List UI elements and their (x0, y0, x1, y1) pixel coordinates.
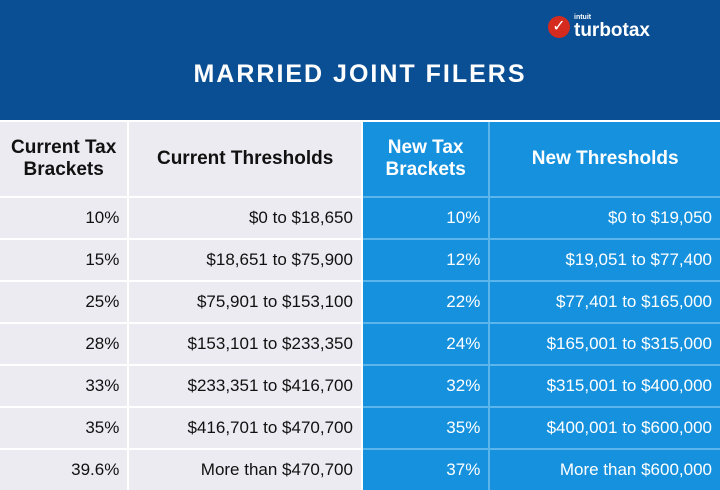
current-bracket: 33% (0, 365, 130, 408)
logo-turbotax: turbotax (574, 20, 650, 41)
logo-intuit: intuit (574, 14, 592, 21)
page-title: MARRIED JOINT FILERS (193, 60, 527, 88)
current-threshold: More than $470,700 (128, 449, 363, 490)
table-row: 35% $416,701 to $470,700 35% $400,001 to $6… (0, 407, 720, 450)
table-row: 15% $18,651 to $75,900 12% $19,051 to $77,4… (0, 239, 720, 282)
new-bracket: 10% (361, 197, 491, 240)
current-threshold: $416,701 to $470,700 (128, 407, 363, 450)
table-row: 25% $75,901 to $153,100 22% $77,401 to $165… (0, 281, 720, 324)
new-bracket: 32% (361, 365, 491, 408)
new-threshold: More than $600,000 (489, 449, 720, 490)
new-threshold: $165,001 to $315,000 (489, 323, 720, 366)
current-bracket: 10% (0, 197, 130, 240)
header-current-thresholds: Current Thresholds (128, 122, 363, 198)
current-threshold: $18,651 to $75,900 (128, 239, 363, 282)
tax-bracket-table: Current Tax Brackets Current Thresholds … (0, 122, 720, 490)
table-row: 10% $0 to $18,650 10% $0 to $19,050 (0, 197, 720, 240)
new-bracket: 12% (361, 239, 491, 282)
new-threshold: $315,001 to $400,000 (489, 365, 720, 408)
header-new-brackets: New Tax Brackets (361, 122, 491, 198)
current-threshold: $233,351 to $416,700 (128, 365, 363, 408)
current-bracket: 15% (0, 239, 130, 282)
turbotax-logo: ✓ intuit turbotax (548, 14, 650, 40)
table-row: 33% $233,351 to $416,700 32% $315,001 to $4… (0, 365, 720, 408)
current-bracket: 28% (0, 323, 130, 366)
new-bracket: 37% (361, 449, 491, 490)
new-threshold: $19,051 to $77,400 (489, 239, 720, 282)
current-threshold: $75,901 to $153,100 (128, 281, 363, 324)
current-threshold: $0 to $18,650 (128, 197, 363, 240)
current-threshold: $153,101 to $233,350 (128, 323, 363, 366)
current-bracket: 39.6% (0, 449, 130, 490)
header-current-brackets: Current Tax Brackets (0, 122, 130, 198)
header-new-thresholds: New Thresholds (489, 122, 720, 198)
header-banner: ✓ intuit turbotax MARRIED JOINT FILERS (0, 0, 720, 120)
new-bracket: 22% (361, 281, 491, 324)
new-bracket: 35% (361, 407, 491, 450)
table-header-row: Current Tax Brackets Current Thresholds … (0, 122, 720, 198)
checkmark-icon: ✓ (548, 16, 570, 38)
current-bracket: 25% (0, 281, 130, 324)
current-bracket: 35% (0, 407, 130, 450)
new-threshold: $400,001 to $600,000 (489, 407, 720, 450)
new-bracket: 24% (361, 323, 491, 366)
new-threshold: $77,401 to $165,000 (489, 281, 720, 324)
table-row: 28% $153,101 to $233,350 24% $165,001 to $3… (0, 323, 720, 366)
new-threshold: $0 to $19,050 (489, 197, 720, 240)
table-row: 39.6% More than $470,700 37% More than $600… (0, 449, 720, 490)
